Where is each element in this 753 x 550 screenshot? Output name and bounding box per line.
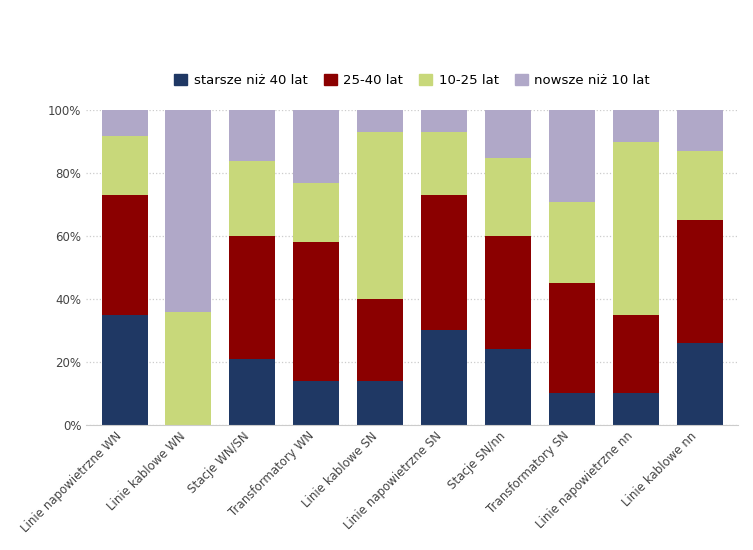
Bar — [549, 393, 595, 425]
Bar — [485, 236, 531, 349]
Bar — [293, 111, 340, 183]
Bar — [166, 311, 212, 425]
Bar — [613, 111, 659, 142]
Bar — [485, 349, 531, 425]
Bar — [357, 133, 403, 299]
Bar — [549, 111, 595, 201]
Bar — [357, 111, 403, 133]
Bar — [230, 236, 276, 359]
Bar — [613, 315, 659, 393]
Bar — [102, 111, 148, 135]
Bar — [421, 133, 467, 195]
Bar — [102, 195, 148, 315]
Bar — [230, 111, 276, 161]
Bar — [357, 299, 403, 381]
Bar — [102, 315, 148, 425]
Bar — [677, 343, 723, 425]
Bar — [357, 381, 403, 425]
Legend: starsze niż 40 lat, 25-40 lat, 10-25 lat, nowsze niż 10 lat: starsze niż 40 lat, 25-40 lat, 10-25 lat… — [170, 70, 654, 91]
Bar — [549, 201, 595, 283]
Bar — [102, 135, 148, 195]
Bar — [421, 195, 467, 331]
Bar — [677, 221, 723, 343]
Bar — [677, 151, 723, 221]
Bar — [485, 157, 531, 236]
Bar — [421, 111, 467, 133]
Bar — [613, 393, 659, 425]
Bar — [230, 161, 276, 236]
Bar — [293, 243, 340, 381]
Bar — [485, 111, 531, 157]
Bar — [677, 111, 723, 151]
Bar — [293, 381, 340, 425]
Bar — [549, 283, 595, 393]
Bar — [613, 142, 659, 315]
Bar — [166, 111, 212, 311]
Bar — [230, 359, 276, 425]
Bar — [293, 183, 340, 243]
Bar — [421, 331, 467, 425]
